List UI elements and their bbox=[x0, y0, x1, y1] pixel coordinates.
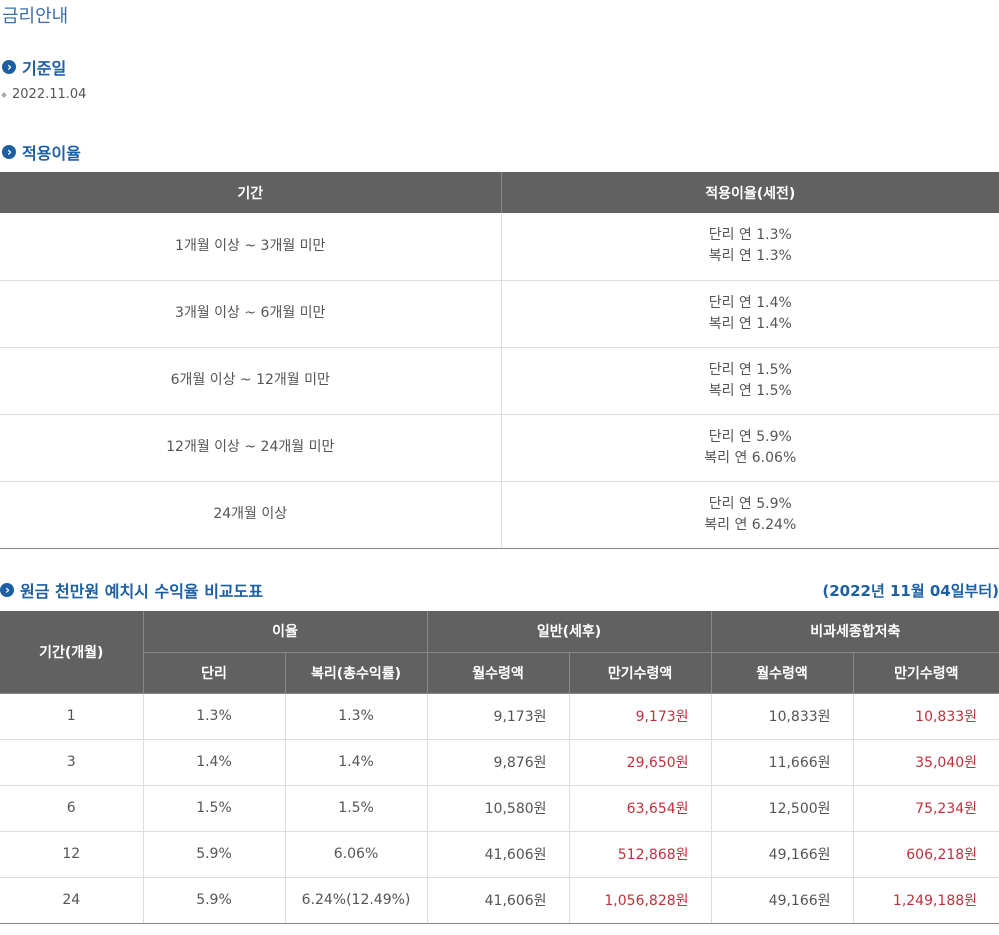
cell-taxfree-maturity: 10,833원 bbox=[853, 693, 999, 740]
cell-compound: 1.4% bbox=[285, 739, 428, 786]
cell-compound: 6.24%(12.49%) bbox=[285, 877, 428, 924]
cell-general-monthly: 41,606원 bbox=[427, 831, 570, 878]
rate-period: 12개월 이상 ~ 24개월 미만 bbox=[0, 414, 502, 482]
cell-general-maturity: 63,654원 bbox=[569, 785, 712, 832]
cell-period: 12 bbox=[0, 831, 144, 878]
comparison-header-top: 기간(개월) 이율 일반(세후) 비과세종합저축 bbox=[0, 611, 999, 694]
cell-period: 6 bbox=[0, 785, 144, 832]
cell-general-maturity: 9,173원 bbox=[569, 693, 712, 740]
comparison-heading: 원금 천만원 예치시 수익율 비교도표 bbox=[0, 578, 263, 602]
rate-col-period: 기간 bbox=[0, 172, 502, 213]
cell-taxfree-monthly: 49,166원 bbox=[711, 877, 854, 924]
cell-simple: 5.9% bbox=[143, 877, 286, 924]
base-date-heading: 기준일 bbox=[2, 55, 66, 79]
rate-period: 1개월 이상 ~ 3개월 미만 bbox=[0, 213, 502, 281]
table-row: 3개월 이상 ~ 6개월 미만 단리 연 1.4% 복리 연 1.4% bbox=[0, 280, 999, 348]
cell-period: 3 bbox=[0, 739, 144, 786]
rates-heading: 적용이율 bbox=[2, 140, 81, 164]
table-row: 12 5.9% 6.06% 41,606원 512,868원 49,166원 6… bbox=[0, 831, 999, 878]
rate-compound: 복리 연 1.3% bbox=[708, 248, 792, 265]
rate-values: 단리 연 1.3% 복리 연 1.3% bbox=[501, 213, 999, 281]
rate-values: 단리 연 5.9% 복리 연 6.24% bbox=[501, 481, 999, 549]
table-row: 24개월 이상 단리 연 5.9% 복리 연 6.24% bbox=[0, 481, 999, 549]
table-row: 6 1.5% 1.5% 10,580원 63,654원 12,500원 75,2… bbox=[0, 785, 999, 832]
rate-compound: 복리 연 6.06% bbox=[704, 449, 797, 466]
rate-simple: 단리 연 1.3% bbox=[708, 227, 792, 244]
cell-simple: 1.3% bbox=[143, 693, 286, 740]
cell-taxfree-maturity: 35,040원 bbox=[853, 739, 999, 786]
rate-table-header: 기간 적용이율(세전) bbox=[0, 172, 999, 213]
chevron-right-icon bbox=[0, 583, 14, 597]
rate-values: 단리 연 1.5% 복리 연 1.5% bbox=[501, 347, 999, 415]
col-general-maturity: 만기수령액 bbox=[569, 652, 712, 694]
rate-simple: 단리 연 5.9% bbox=[708, 428, 792, 445]
col-general: 일반(세후) bbox=[427, 611, 712, 653]
cell-general-monthly: 10,580원 bbox=[427, 785, 570, 832]
cell-taxfree-maturity: 75,234원 bbox=[853, 785, 999, 832]
rates-heading-label: 적용이율 bbox=[22, 144, 81, 163]
col-interest: 이율 bbox=[143, 611, 428, 653]
rate-simple: 단리 연 5.9% bbox=[708, 495, 792, 512]
col-compound: 복리(총수익률) bbox=[285, 652, 428, 694]
cell-taxfree-monthly: 49,166원 bbox=[711, 831, 854, 878]
cell-general-maturity: 1,056,828원 bbox=[569, 877, 712, 924]
rate-period: 6개월 이상 ~ 12개월 미만 bbox=[0, 347, 502, 415]
table-row: 24 5.9% 6.24%(12.49%) 41,606원 1,056,828원… bbox=[0, 877, 999, 924]
rate-simple: 단리 연 1.5% bbox=[708, 361, 792, 378]
table-row: 1 1.3% 1.3% 9,173원 9,173원 10,833원 10,833… bbox=[0, 693, 999, 740]
col-period: 기간(개월) bbox=[0, 611, 144, 694]
rate-compound: 복리 연 1.4% bbox=[708, 315, 792, 332]
cell-simple: 1.4% bbox=[143, 739, 286, 786]
comparison-heading-label: 원금 천만원 예치시 수익율 비교도표 bbox=[20, 582, 264, 601]
col-simple: 단리 bbox=[143, 652, 286, 694]
cell-period: 24 bbox=[0, 877, 144, 924]
cell-general-monthly: 9,876원 bbox=[427, 739, 570, 786]
rate-values: 단리 연 5.9% 복리 연 6.06% bbox=[501, 414, 999, 482]
cell-compound: 1.5% bbox=[285, 785, 428, 832]
cell-taxfree-monthly: 11,666원 bbox=[711, 739, 854, 786]
cell-compound: 1.3% bbox=[285, 693, 428, 740]
cell-taxfree-maturity: 606,218원 bbox=[853, 831, 999, 878]
chevron-right-icon bbox=[2, 60, 16, 74]
cell-taxfree-maturity: 1,249,188원 bbox=[853, 877, 999, 924]
comparison-table: 기간(개월) 이율 일반(세후) 비과세종합저축 단리 복리(총수익률) 월수령… bbox=[0, 611, 999, 924]
comparison-header-sub: 단리 복리(총수익률) 월수령액 만기수령액 월수령액 만기수령액 bbox=[0, 652, 999, 694]
rate-values: 단리 연 1.4% 복리 연 1.4% bbox=[501, 280, 999, 348]
rate-table: 기간 적용이율(세전) 1개월 이상 ~ 3개월 미만 단리 연 1.3% 복리 … bbox=[0, 172, 999, 549]
rate-compound: 복리 연 1.5% bbox=[708, 382, 792, 399]
comparison-from-date: (2022년 11월 04일부터) bbox=[822, 581, 999, 600]
rate-compound: 복리 연 6.24% bbox=[704, 516, 797, 533]
diamond-bullet-icon bbox=[1, 91, 7, 98]
cell-general-monthly: 41,606원 bbox=[427, 877, 570, 924]
rate-col-rate: 적용이율(세전) bbox=[501, 172, 999, 213]
cell-general-monthly: 9,173원 bbox=[427, 693, 570, 740]
base-date: 2022.11.04 bbox=[1, 87, 87, 102]
col-taxfree: 비과세종합저축 bbox=[711, 611, 999, 653]
table-row: 1개월 이상 ~ 3개월 미만 단리 연 1.3% 복리 연 1.3% bbox=[0, 213, 999, 281]
cell-period: 1 bbox=[0, 693, 144, 740]
cell-general-maturity: 512,868원 bbox=[569, 831, 712, 878]
table-row: 12개월 이상 ~ 24개월 미만 단리 연 5.9% 복리 연 6.06% bbox=[0, 414, 999, 482]
col-general-monthly: 월수령액 bbox=[427, 652, 570, 694]
base-date-value: 2022.11.04 bbox=[12, 87, 87, 102]
table-row: 3 1.4% 1.4% 9,876원 29,650원 11,666원 35,04… bbox=[0, 739, 999, 786]
table-row: 6개월 이상 ~ 12개월 미만 단리 연 1.5% 복리 연 1.5% bbox=[0, 347, 999, 415]
cell-compound: 6.06% bbox=[285, 831, 428, 878]
col-taxfree-monthly: 월수령액 bbox=[711, 652, 854, 694]
rate-period: 24개월 이상 bbox=[0, 481, 502, 549]
rate-simple: 단리 연 1.4% bbox=[708, 294, 792, 311]
base-date-heading-label: 기준일 bbox=[22, 59, 67, 78]
cell-taxfree-monthly: 10,833원 bbox=[711, 693, 854, 740]
chevron-right-icon bbox=[2, 145, 16, 159]
page-title: 금리안내 bbox=[2, 6, 69, 27]
cell-simple: 5.9% bbox=[143, 831, 286, 878]
cell-simple: 1.5% bbox=[143, 785, 286, 832]
col-taxfree-maturity: 만기수령액 bbox=[853, 652, 999, 694]
cell-taxfree-monthly: 12,500원 bbox=[711, 785, 854, 832]
cell-general-maturity: 29,650원 bbox=[569, 739, 712, 786]
comparison-heading-row: 원금 천만원 예치시 수익율 비교도표 (2022년 11월 04일부터) bbox=[0, 578, 999, 602]
rate-period: 3개월 이상 ~ 6개월 미만 bbox=[0, 280, 502, 348]
